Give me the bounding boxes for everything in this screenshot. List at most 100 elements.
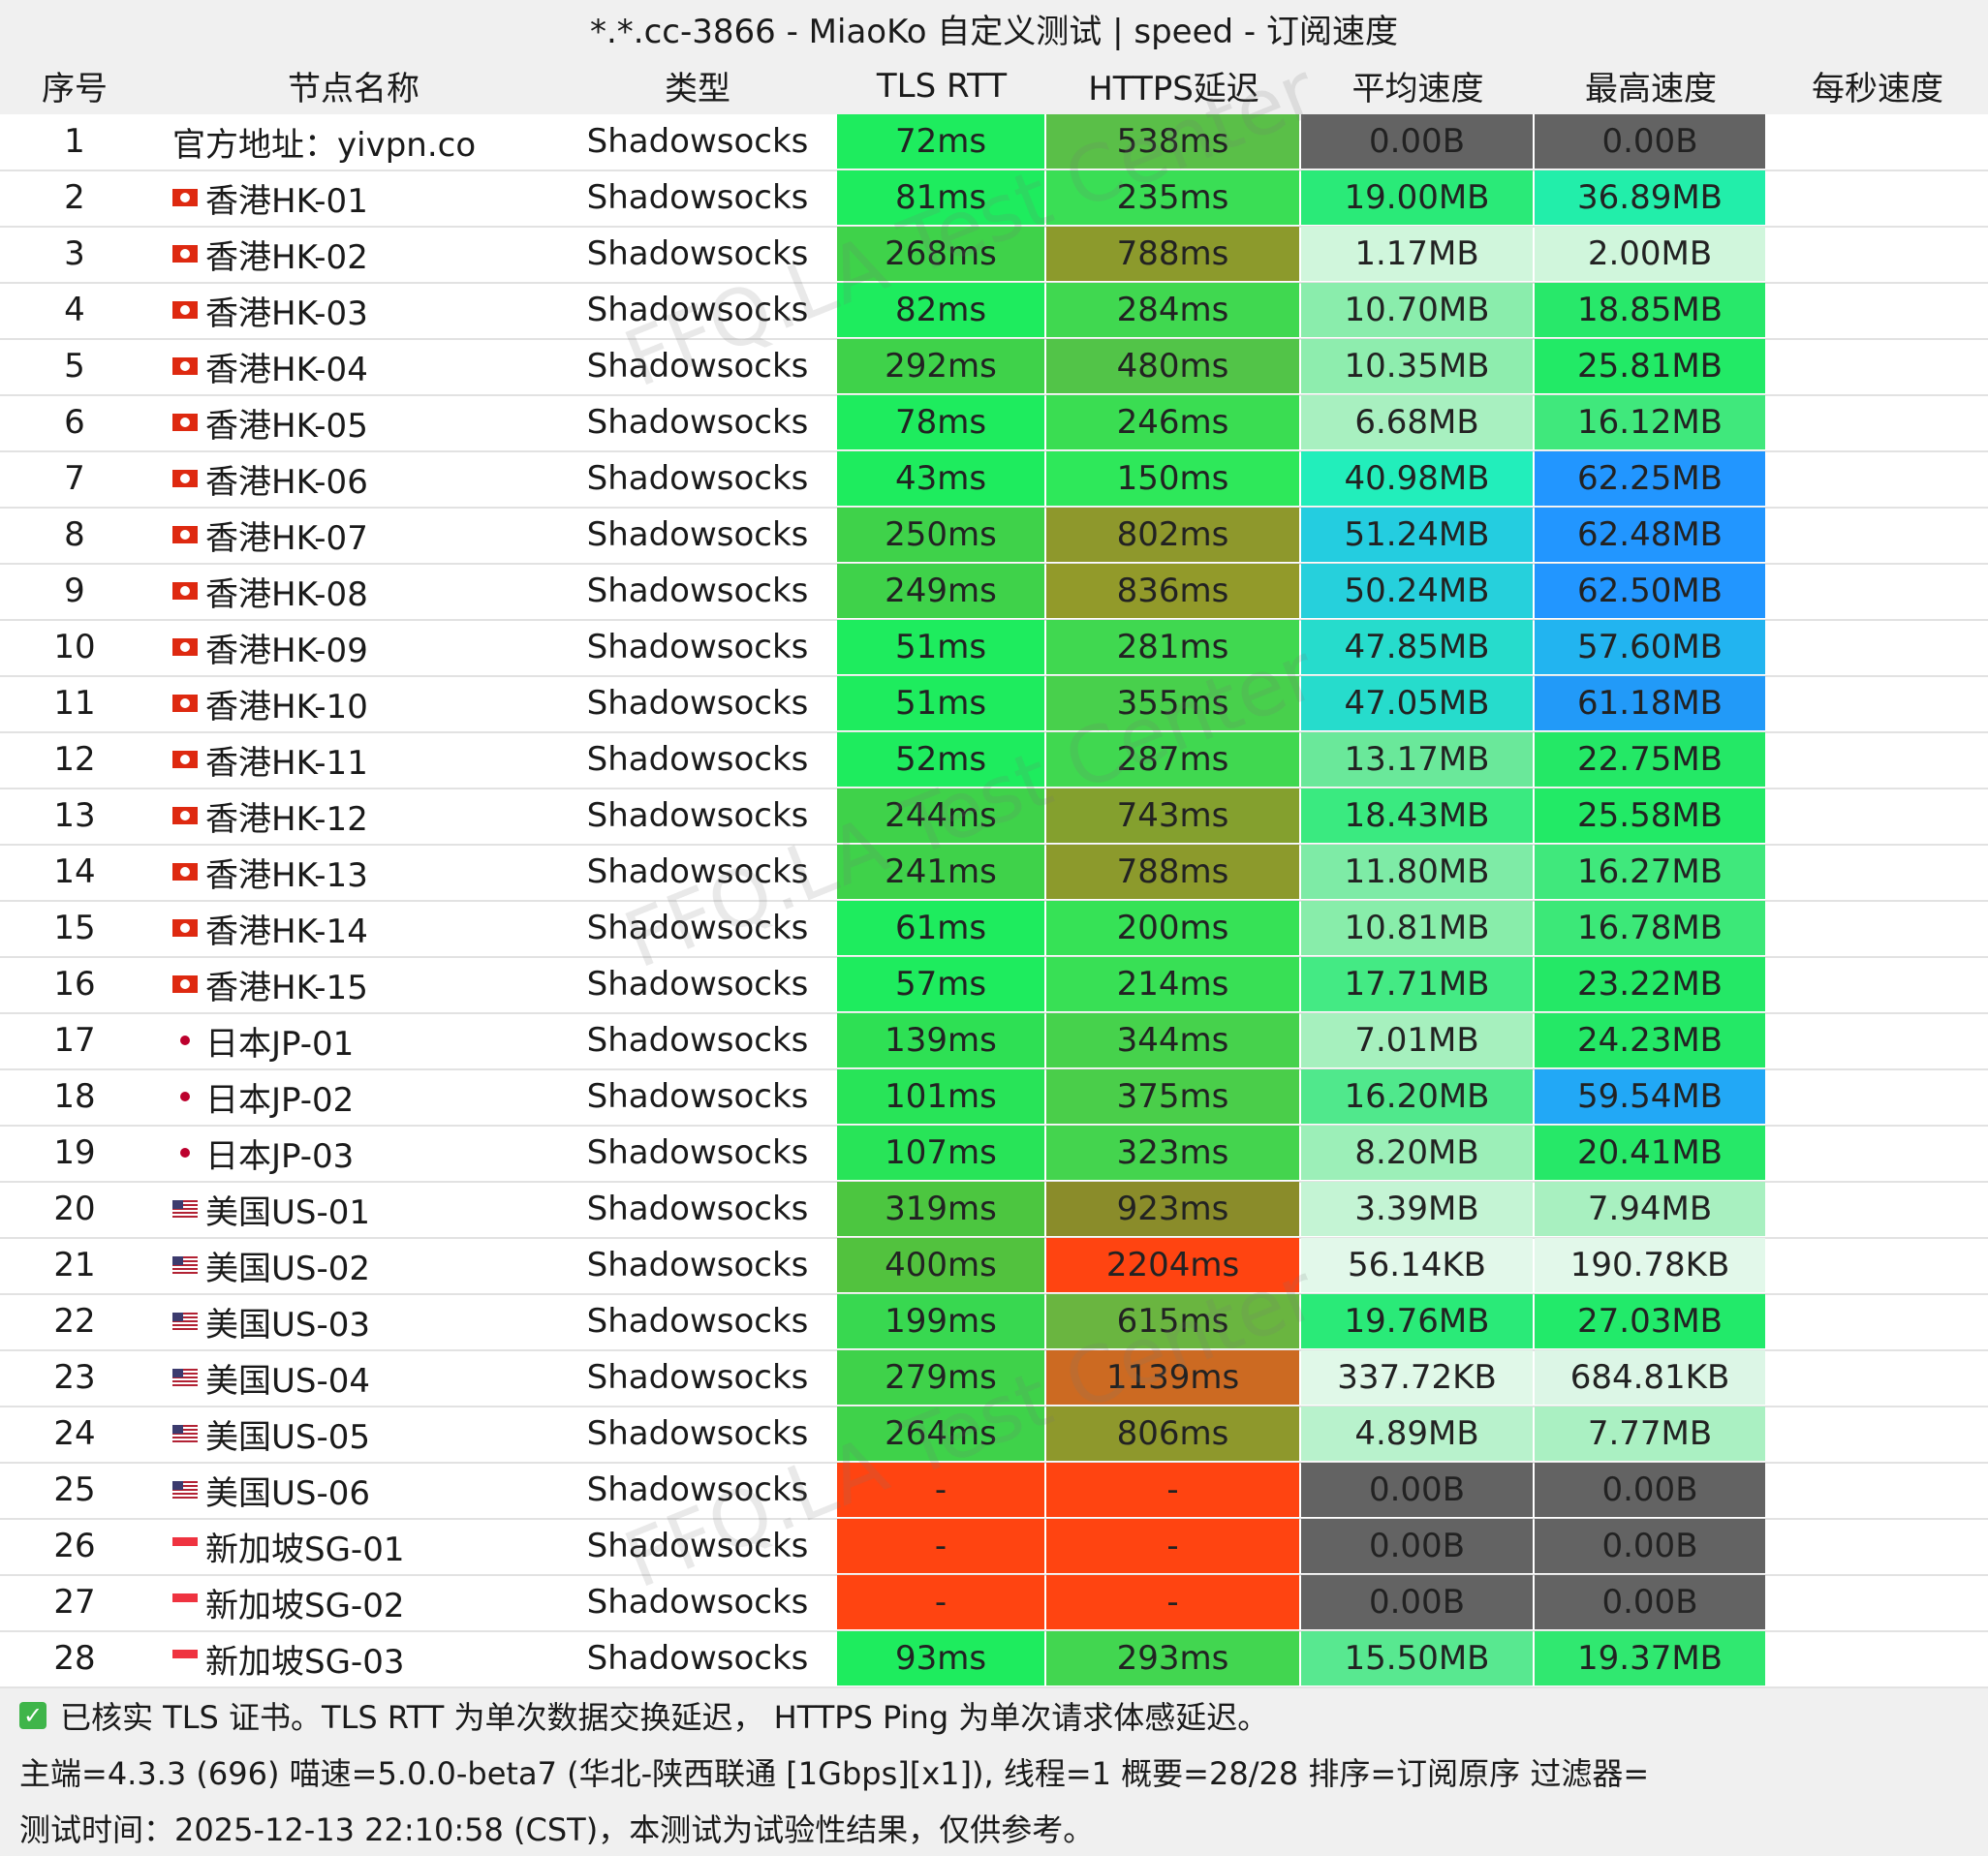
row-index: 26 — [53, 1527, 96, 1565]
tls-cell: 241ms — [837, 845, 1044, 899]
column-header: 每秒速度 — [1812, 70, 1943, 108]
avg-cell: 10.35MB — [1301, 339, 1533, 393]
avg-cell: 19.76MB — [1301, 1294, 1533, 1348]
https-cell: - — [1046, 1575, 1299, 1629]
row-index: 10 — [53, 628, 96, 666]
avg-cell: 40.98MB — [1301, 451, 1533, 506]
max-cell: 16.12MB — [1535, 395, 1765, 449]
https-cell: 788ms — [1046, 227, 1299, 281]
avg-cell: 0.00B — [1301, 1463, 1533, 1517]
node-type: Shadowsocks — [586, 572, 809, 610]
node-name: 香港HK-01 — [172, 170, 368, 225]
max-cell: 36.89MB — [1535, 170, 1765, 225]
node-name: 香港HK-09 — [172, 620, 368, 674]
https-cell: 538ms — [1046, 114, 1299, 169]
tls-cell: - — [837, 1463, 1044, 1517]
https-cell: 214ms — [1046, 957, 1299, 1011]
column-header: 节点名称 — [288, 70, 419, 108]
node-name-text: 香港HK-13 — [205, 855, 368, 895]
max-cell: 25.81MB — [1535, 339, 1765, 393]
flag-icon — [172, 357, 198, 375]
max-cell: 20.41MB — [1535, 1126, 1765, 1180]
tls-cell: 279ms — [837, 1350, 1044, 1405]
node-type: Shadowsocks — [586, 347, 809, 386]
row-index: 14 — [53, 852, 96, 891]
avg-cell: 11.80MB — [1301, 845, 1533, 899]
row-index: 18 — [53, 1077, 96, 1116]
avg-cell: 8.20MB — [1301, 1126, 1533, 1180]
node-name-text: 美国US-04 — [205, 1361, 370, 1401]
tls-cell: 61ms — [837, 901, 1044, 955]
flag-icon — [172, 1650, 198, 1667]
node-type: Shadowsocks — [586, 234, 809, 273]
node-name: 香港HK-12 — [172, 789, 368, 843]
node-name: 美国US-02 — [172, 1238, 370, 1292]
column-header: TLS RTT — [876, 66, 1008, 106]
tls-cell: 72ms — [837, 114, 1044, 169]
node-name: 香港HK-02 — [172, 227, 368, 281]
max-cell: 62.25MB — [1535, 451, 1765, 506]
row-index: 7 — [64, 459, 85, 498]
node-name-text: 日本JP-01 — [205, 1024, 355, 1064]
tls-cell: 81ms — [837, 170, 1044, 225]
node-name: 日本JP-03 — [172, 1126, 354, 1180]
flag-icon — [172, 1144, 198, 1161]
node-type: Shadowsocks — [586, 1470, 809, 1509]
https-cell: 355ms — [1046, 676, 1299, 730]
node-name-text: 香港HK-06 — [205, 462, 368, 502]
node-type: Shadowsocks — [586, 796, 809, 835]
max-cell: 16.27MB — [1535, 845, 1765, 899]
node-type: Shadowsocks — [586, 403, 809, 442]
tls-cell: 400ms — [837, 1238, 1044, 1292]
node-name: 美国US-04 — [172, 1350, 370, 1405]
max-cell: 23.22MB — [1535, 957, 1765, 1011]
row-index: 22 — [53, 1302, 96, 1341]
node-type: Shadowsocks — [586, 1302, 809, 1341]
node-name-text: 美国US-06 — [205, 1473, 370, 1513]
tls-cell: 78ms — [837, 395, 1044, 449]
node-type: Shadowsocks — [586, 1414, 809, 1453]
flag-icon — [172, 695, 198, 712]
node-name: 美国US-05 — [172, 1407, 370, 1461]
node-name-text: 新加坡SG-02 — [205, 1586, 405, 1625]
flag-icon — [172, 1200, 198, 1218]
node-name-text: 香港HK-10 — [205, 687, 368, 727]
max-cell: 7.77MB — [1535, 1407, 1765, 1461]
node-name: 新加坡SG-02 — [172, 1575, 404, 1629]
tls-cell: - — [837, 1575, 1044, 1629]
row-index: 16 — [53, 965, 96, 1004]
max-cell: 0.00B — [1535, 1519, 1765, 1573]
node-type: Shadowsocks — [586, 852, 809, 891]
max-cell: 25.58MB — [1535, 789, 1765, 843]
tls-cell: 250ms — [837, 508, 1044, 562]
flag-icon — [172, 807, 198, 824]
avg-cell: 47.85MB — [1301, 620, 1533, 674]
row-index: 24 — [53, 1414, 96, 1453]
tls-cell: 199ms — [837, 1294, 1044, 1348]
https-cell: 788ms — [1046, 845, 1299, 899]
tls-cell: 82ms — [837, 283, 1044, 337]
tls-cell: 52ms — [837, 732, 1044, 787]
https-cell: 923ms — [1046, 1182, 1299, 1236]
flag-icon — [172, 414, 198, 431]
tls-cell: 51ms — [837, 620, 1044, 674]
tls-cell: 107ms — [837, 1126, 1044, 1180]
node-name-text: 香港HK-05 — [205, 406, 368, 446]
max-cell: 2.00MB — [1535, 227, 1765, 281]
https-cell: 743ms — [1046, 789, 1299, 843]
node-type: Shadowsocks — [586, 1190, 809, 1228]
tls-cell: 43ms — [837, 451, 1044, 506]
flag-icon — [172, 1425, 198, 1442]
row-index: 5 — [64, 347, 85, 386]
avg-cell: 10.81MB — [1301, 901, 1533, 955]
check-icon: ✓ — [19, 1702, 47, 1729]
https-cell: - — [1046, 1519, 1299, 1573]
row-index: 2 — [64, 178, 85, 217]
node-name-text: 香港HK-11 — [205, 743, 368, 783]
flag-icon — [172, 975, 198, 993]
node-name-text: 新加坡SG-01 — [205, 1530, 405, 1569]
avg-cell: 13.17MB — [1301, 732, 1533, 787]
node-type: Shadowsocks — [586, 1527, 809, 1565]
node-name-text: 美国US-03 — [205, 1305, 370, 1345]
flag-icon — [172, 1481, 198, 1499]
